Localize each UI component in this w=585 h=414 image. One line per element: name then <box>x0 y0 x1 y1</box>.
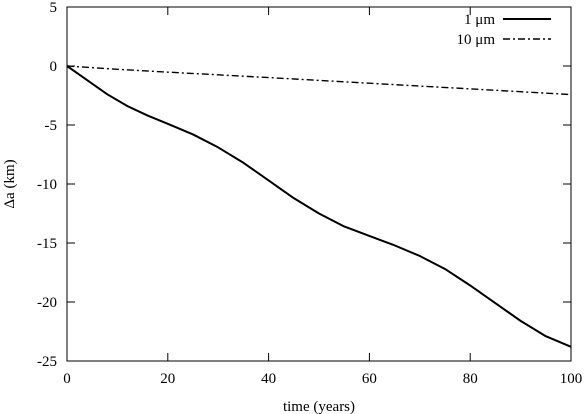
tick-labels: 0 20 40 60 80 100 5 0 -5 -10 -15 -20 -25 <box>37 0 582 387</box>
x-tick-label: 100 <box>560 371 583 387</box>
x-tick-label: 0 <box>63 371 71 387</box>
y-axis-title: Δa (km) <box>2 159 18 208</box>
y-tick-label: -5 <box>45 118 58 134</box>
legend-label-10um: 10 μm <box>457 32 496 48</box>
x-axis-title: time (years) <box>283 399 355 414</box>
y-tick-label: 5 <box>50 0 58 16</box>
y-tick-label: -20 <box>37 295 57 311</box>
axis-ticks <box>66 6 572 362</box>
legend-label-1um: 1 μm <box>464 12 495 28</box>
series-line-1 <box>66 65 572 96</box>
series-group <box>66 65 572 348</box>
series-line-0 <box>66 65 572 348</box>
x-tick-label: 80 <box>463 371 478 387</box>
plot-frame <box>66 6 572 362</box>
x-tick-label: 20 <box>160 371 175 387</box>
x-tick-label: 40 <box>261 371 276 387</box>
y-tick-label: -10 <box>37 177 57 193</box>
x-tick-label: 60 <box>362 371 377 387</box>
y-tick-label: 0 <box>50 59 58 75</box>
y-tick-label: -15 <box>37 236 57 252</box>
y-tick-label: -25 <box>37 354 57 370</box>
legend: 1 μm 10 μm <box>457 12 551 48</box>
